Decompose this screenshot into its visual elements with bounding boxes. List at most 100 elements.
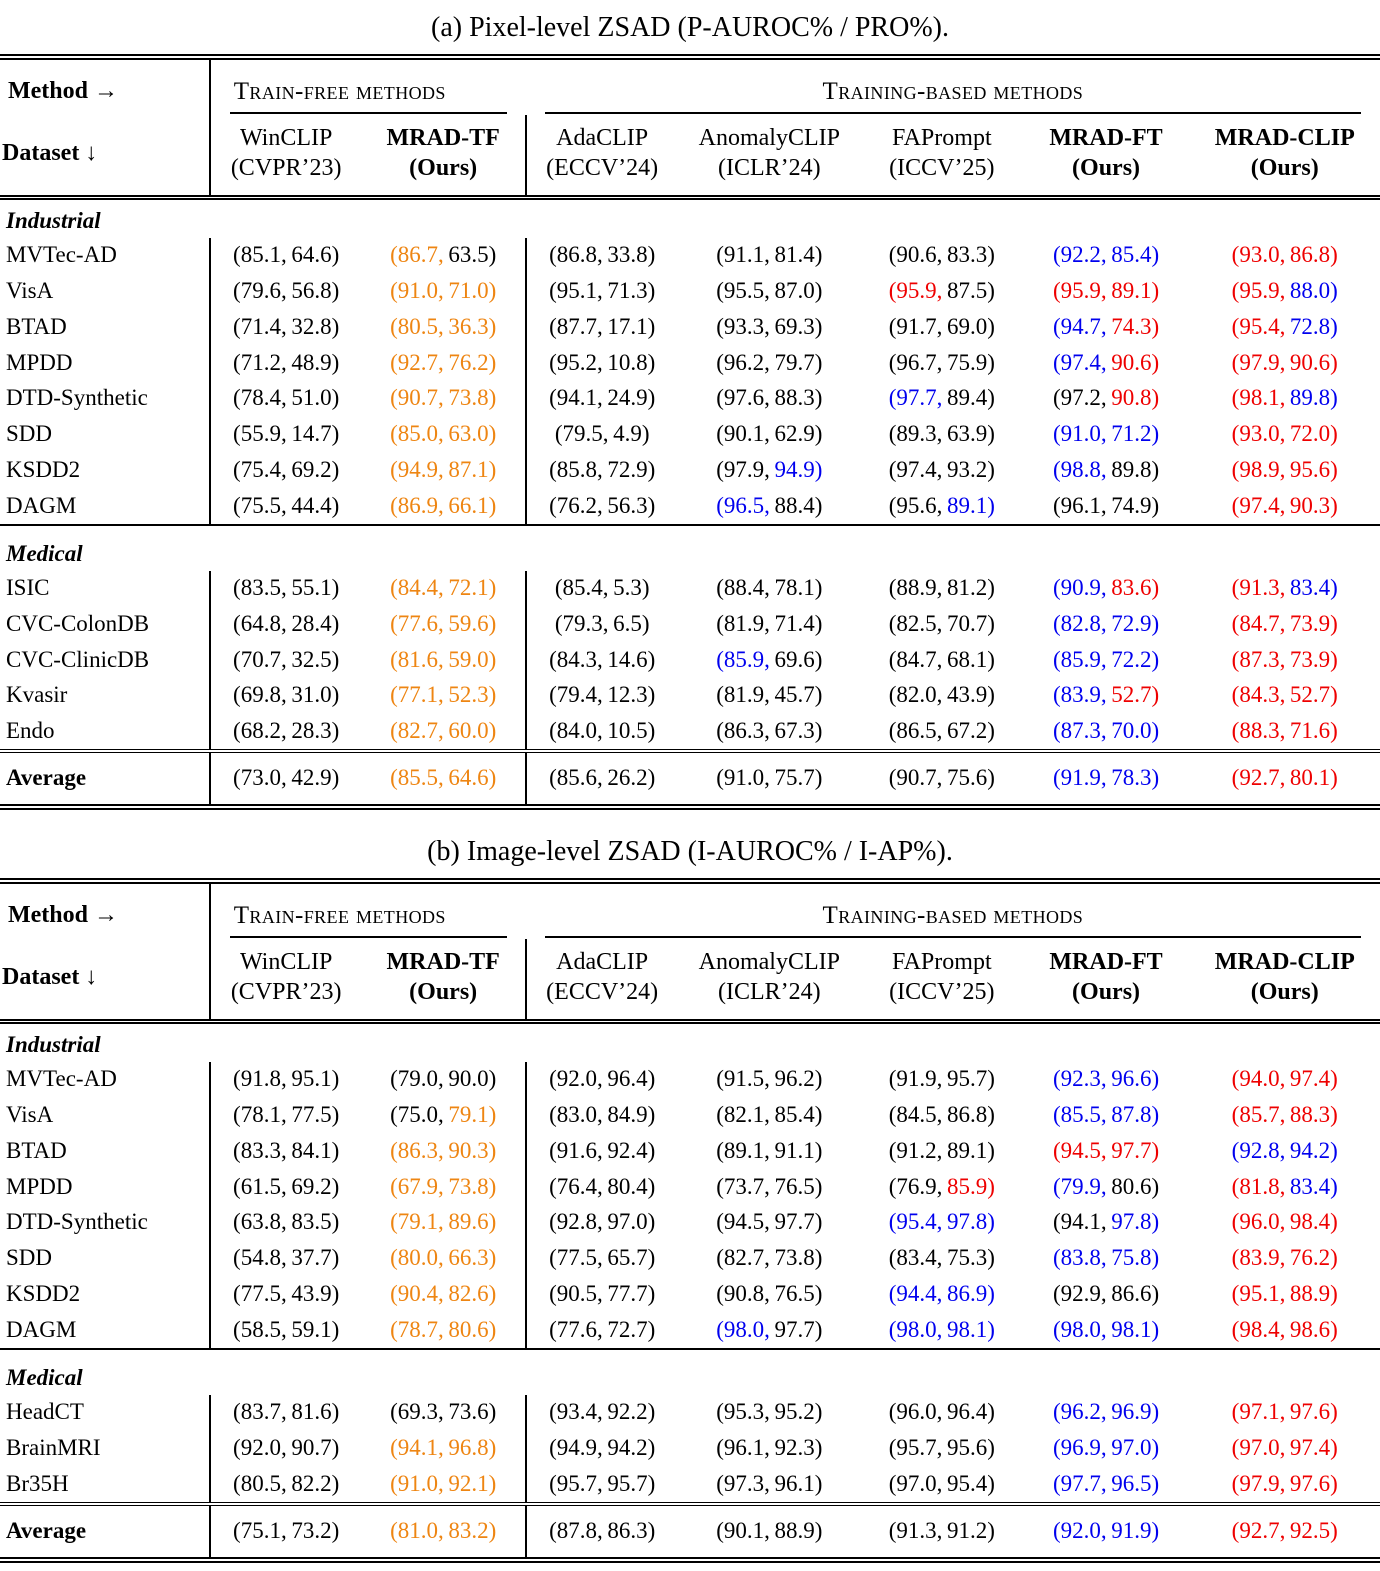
method-arrow-label: Method → — [8, 901, 118, 928]
result-value-secondary: 75.8) — [1106, 1245, 1160, 1270]
table-row: Average (73.0, 42.9) (85.5, 64.6) (85.6, 26… — [0, 749, 1380, 807]
result-value-secondary: 83.6) — [1106, 575, 1160, 600]
header-row-methods: Dataset ↓ WinCLIP (CVPR’23) MRAD-TF (Ours) Ad… — [0, 939, 1380, 1024]
result-value-primary: (77.6, — [549, 1316, 603, 1342]
result-value-primary: (94.5, — [716, 1209, 770, 1235]
result-cell: (85.5, 87.8) — [1023, 1098, 1190, 1134]
result-value-primary: (82.7, — [390, 718, 444, 743]
dataset-label: KSDD2 — [6, 1280, 81, 1306]
result-cell: (91.5, 96.2) — [678, 1062, 862, 1098]
result-cell: (94.9, 94.2) — [524, 1430, 678, 1466]
result-value-secondary: 87.5) — [942, 278, 995, 303]
result-value-secondary: 72.8) — [1285, 313, 1338, 339]
result-value-secondary: 80.6) — [443, 1316, 497, 1342]
result-value-primary: (98.4, — [1231, 1316, 1286, 1342]
result-cell: (91.0, 71.0) — [362, 274, 526, 310]
dataset-label: MPDD — [6, 349, 73, 375]
group-header-training-based: Training-based methods — [526, 57, 1380, 115]
result-value-primary: (90.1, — [716, 1517, 770, 1543]
result-value-secondary: 88.0) — [1285, 278, 1338, 303]
result-value-primary: (61.5, — [233, 1173, 287, 1199]
dataset-label: DAGM — [6, 492, 77, 518]
result-value-primary: (83.7, — [233, 1399, 287, 1424]
result-value-secondary: 68.1) — [942, 646, 995, 672]
result-value-primary: (88.9, — [888, 575, 943, 600]
dataset-label: Endo — [6, 718, 55, 743]
result-value-primary: (95.9, — [1052, 278, 1107, 303]
result-value-secondary: 98.6) — [1285, 1316, 1338, 1342]
result-cell: (79.6, 56.8) — [208, 273, 362, 310]
result-cell: (96.1, 92.3) — [678, 1430, 862, 1466]
result-cell: (80.0, 66.3) — [362, 1241, 526, 1277]
result-cell: (87.8, 86.3) — [524, 1501, 678, 1560]
result-cell: (92.2, 85.4) — [1023, 238, 1190, 274]
result-cell: (61.5, 69.2) — [208, 1169, 362, 1205]
result-value-primary: (83.5, — [233, 575, 287, 600]
result-value-primary: (94.1, — [549, 385, 603, 411]
result-cell: (71.4, 32.8) — [208, 309, 362, 345]
result-value-secondary: 14.7) — [286, 421, 340, 446]
result-value-secondary: 94.2) — [602, 1434, 656, 1460]
result-value-secondary: 96.4) — [942, 1399, 995, 1424]
result-value-primary: (97.9, — [1231, 349, 1286, 375]
result-value-primary: (95.4, — [1231, 313, 1286, 339]
result-cell: (95.4, 72.8) — [1190, 309, 1380, 345]
result-cell: (73.0, 42.9) — [208, 749, 362, 807]
result-value-secondary: 73.8) — [443, 385, 497, 411]
result-cell: (75.4, 69.2) — [208, 452, 362, 488]
result-cell: (90.7, 75.6) — [861, 749, 1023, 807]
result-value-primary: (95.7, — [888, 1434, 943, 1460]
result-cell: (82.0, 43.9) — [861, 678, 1022, 714]
result-cell: (83.8, 75.8) — [1023, 1241, 1190, 1277]
result-cell: (94.0, 97.4) — [1190, 1062, 1380, 1098]
result-cell: (84.7, 68.1) — [861, 642, 1022, 678]
result-cell: (86.8, 33.8) — [524, 237, 678, 274]
header-row-methods: Dataset ↓ WinCLIP (CVPR’23) MRAD-TF (Ours) Ad… — [0, 115, 1380, 200]
method-venue: (Ours) — [409, 155, 478, 181]
result-value-primary: (91.8, — [233, 1066, 287, 1092]
result-cell: (58.5, 59.1) — [208, 1312, 362, 1349]
result-value-primary: (93.3, — [716, 313, 770, 339]
method-venue: (Ours) — [1250, 155, 1319, 181]
result-value-primary: (97.4, — [888, 456, 943, 482]
result-value-secondary: 76.5) — [769, 1280, 823, 1306]
result-value-secondary: 72.0) — [1285, 421, 1338, 446]
result-value-secondary: 75.9) — [942, 349, 995, 375]
result-value-secondary: 12.3) — [602, 682, 656, 708]
result-value-primary: (90.4, — [390, 1280, 444, 1306]
result-value-primary: (92.0, — [549, 1066, 603, 1092]
dataset-label: VisA — [6, 278, 54, 303]
result-value-primary: (96.7, — [888, 349, 943, 375]
section-row: Medical — [0, 523, 1380, 571]
group-underline: Training-based methods — [544, 78, 1361, 114]
result-cell: (85.9, 69.6) — [678, 642, 862, 678]
result-cell: (95.2, 10.8) — [524, 345, 678, 381]
result-value-secondary: 73.8) — [769, 1245, 823, 1270]
result-value-secondary: 81.2) — [942, 575, 995, 600]
result-cell: (84.4, 72.1) — [362, 571, 526, 607]
result-value-secondary: 89.4) — [942, 385, 995, 411]
dataset-label: Average — [0, 749, 210, 807]
result-value-secondary: 4.9) — [608, 421, 650, 446]
result-cell: (75.1, 73.2) — [208, 1501, 362, 1560]
result-value-primary: (75.4, — [233, 456, 287, 482]
result-value-primary: (80.5, — [233, 1470, 287, 1496]
result-cell: (67.9, 73.8) — [362, 1169, 526, 1205]
result-value-primary: (97.1, — [1231, 1399, 1286, 1424]
result-cell: (85.0, 63.0) — [362, 417, 526, 453]
result-value-primary: (79.3, — [554, 610, 609, 636]
result-value-secondary: 89.1) — [942, 492, 995, 518]
result-value-primary: (97.9, — [1231, 1470, 1286, 1496]
dataset-label: SDD — [6, 421, 53, 446]
method-header-anomalyclip: AnomalyCLIP (ICLR’24) — [677, 939, 862, 1024]
result-value-secondary: 90.6) — [1106, 349, 1160, 375]
method-name: AnomalyCLIP — [698, 949, 840, 975]
result-value-secondary: 78.3) — [1106, 765, 1160, 791]
result-value-secondary: 77.7) — [602, 1280, 656, 1306]
result-cell: (87.7, 17.1) — [524, 309, 678, 345]
method-name: MRAD-FT — [1049, 949, 1163, 975]
result-cell: (84.0, 10.5) — [524, 713, 678, 752]
result-cell: (77.1, 52.3) — [362, 678, 526, 714]
method-venue: (ICCV’25) — [889, 979, 995, 1005]
result-value-secondary: 95.4) — [942, 1470, 995, 1496]
